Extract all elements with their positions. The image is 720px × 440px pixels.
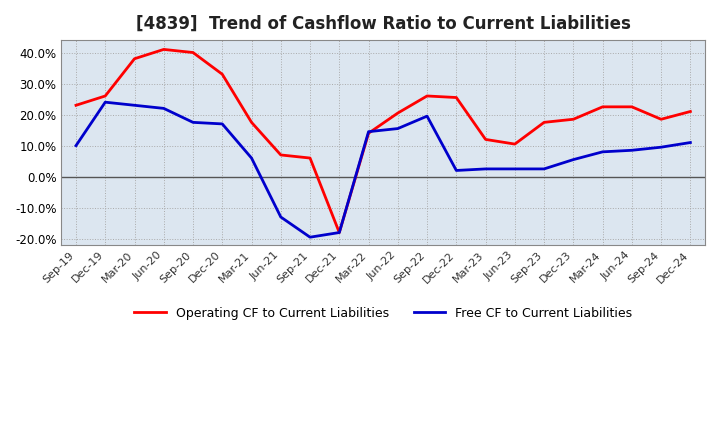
- Free CF to Current Liabilities: [394, 126, 402, 131]
- Operating CF to Current Liabilities: [481, 137, 490, 142]
- Operating CF to Current Liabilities: [101, 93, 109, 99]
- Operating CF to Current Liabilities: [394, 110, 402, 116]
- Free CF to Current Liabilities: [598, 149, 607, 154]
- Free CF to Current Liabilities: [657, 145, 665, 150]
- Operating CF to Current Liabilities: [159, 47, 168, 52]
- Free CF to Current Liabilities: [159, 106, 168, 111]
- Free CF to Current Liabilities: [452, 168, 461, 173]
- Free CF to Current Liabilities: [335, 230, 343, 235]
- Free CF to Current Liabilities: [540, 166, 549, 172]
- Free CF to Current Liabilities: [218, 121, 227, 127]
- Free CF to Current Liabilities: [510, 166, 519, 172]
- Free CF to Current Liabilities: [423, 114, 431, 119]
- Operating CF to Current Liabilities: [598, 104, 607, 110]
- Title: [4839]  Trend of Cashflow Ratio to Current Liabilities: [4839] Trend of Cashflow Ratio to Curren…: [136, 15, 631, 33]
- Line: Operating CF to Current Liabilities: Operating CF to Current Liabilities: [76, 49, 690, 232]
- Operating CF to Current Liabilities: [423, 93, 431, 99]
- Free CF to Current Liabilities: [628, 148, 636, 153]
- Operating CF to Current Liabilities: [218, 72, 227, 77]
- Operating CF to Current Liabilities: [364, 131, 373, 136]
- Operating CF to Current Liabilities: [72, 103, 81, 108]
- Operating CF to Current Liabilities: [540, 120, 549, 125]
- Operating CF to Current Liabilities: [335, 230, 343, 235]
- Operating CF to Current Liabilities: [247, 120, 256, 125]
- Operating CF to Current Liabilities: [306, 155, 315, 161]
- Line: Free CF to Current Liabilities: Free CF to Current Liabilities: [76, 102, 690, 237]
- Free CF to Current Liabilities: [569, 157, 577, 162]
- Operating CF to Current Liabilities: [569, 117, 577, 122]
- Free CF to Current Liabilities: [247, 155, 256, 161]
- Free CF to Current Liabilities: [72, 143, 81, 148]
- Operating CF to Current Liabilities: [510, 141, 519, 147]
- Free CF to Current Liabilities: [101, 99, 109, 105]
- Legend: Operating CF to Current Liabilities, Free CF to Current Liabilities: Operating CF to Current Liabilities, Fre…: [130, 302, 637, 325]
- Operating CF to Current Liabilities: [452, 95, 461, 100]
- Free CF to Current Liabilities: [130, 103, 139, 108]
- Operating CF to Current Liabilities: [276, 152, 285, 158]
- Operating CF to Current Liabilities: [628, 104, 636, 110]
- Operating CF to Current Liabilities: [686, 109, 695, 114]
- Operating CF to Current Liabilities: [657, 117, 665, 122]
- Operating CF to Current Liabilities: [130, 56, 139, 61]
- Operating CF to Current Liabilities: [189, 50, 197, 55]
- Free CF to Current Liabilities: [686, 140, 695, 145]
- Free CF to Current Liabilities: [481, 166, 490, 172]
- Free CF to Current Liabilities: [306, 235, 315, 240]
- Free CF to Current Liabilities: [276, 214, 285, 220]
- Free CF to Current Liabilities: [189, 120, 197, 125]
- Free CF to Current Liabilities: [364, 129, 373, 134]
